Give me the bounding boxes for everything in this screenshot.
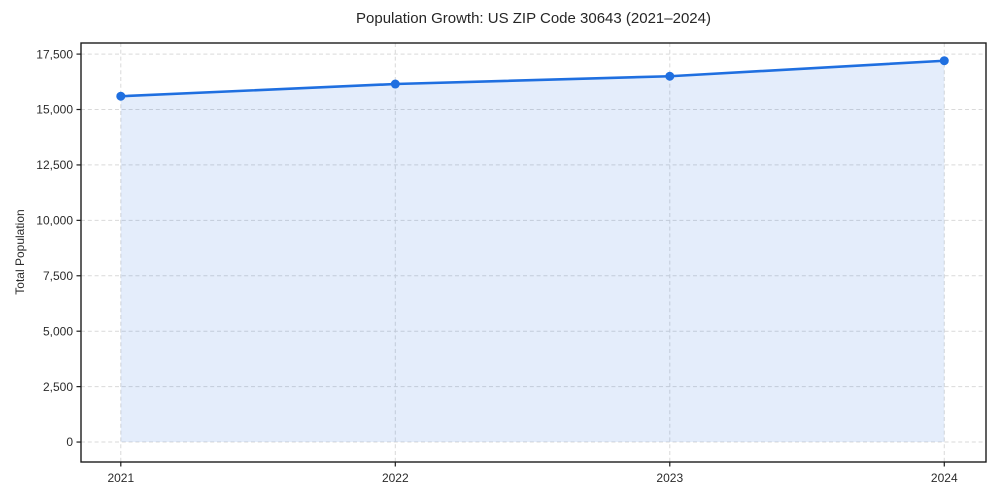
y-tick-label: 0 <box>66 435 73 449</box>
y-tick-label: 12,500 <box>36 158 73 172</box>
data-point-2024 <box>939 56 949 66</box>
y-tick-label: 10,000 <box>36 214 73 228</box>
y-tick-label: 7,500 <box>43 269 73 283</box>
chart-title: Population Growth: US ZIP Code 30643 (20… <box>356 10 711 27</box>
y-tick-label: 17,500 <box>36 47 73 61</box>
plot-border <box>80 42 987 463</box>
x-tick-label: 2022 <box>382 471 409 485</box>
data-point-2021 <box>116 91 126 101</box>
area-fill <box>120 60 945 443</box>
x-tick-label: 2021 <box>107 471 134 485</box>
x-tick-label: 2024 <box>931 471 958 485</box>
y-tick-label: 5,000 <box>43 324 73 338</box>
data-line <box>119 59 946 98</box>
x-tick-label: 2023 <box>656 471 683 485</box>
y-tick-label: 2,500 <box>43 380 73 394</box>
y-tick-label: 15,000 <box>36 103 73 117</box>
data-point-2022 <box>390 79 400 89</box>
data-point-2023 <box>665 71 675 81</box>
